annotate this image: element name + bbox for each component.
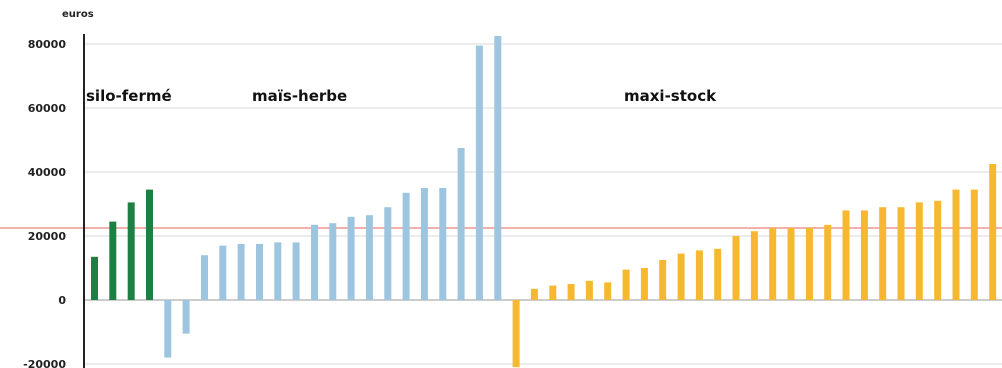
group-label: maxi-stock: [624, 87, 717, 105]
gridlines: [84, 43, 1002, 365]
bar-maxi-stock: [934, 200, 942, 300]
bar-silo-fermé: [146, 189, 153, 300]
bar-maxi-stock: [769, 228, 777, 300]
bar-maxi-stock: [549, 285, 557, 300]
bar-maxi-stock: [897, 207, 905, 300]
bar-maïs-herbe: [439, 188, 447, 300]
bar-maïs-herbe: [219, 245, 227, 300]
bar-maïs-herbe: [494, 36, 502, 300]
bar-maïs-herbe: [237, 244, 245, 300]
bar-maxi-stock: [750, 231, 758, 300]
bar-maïs-herbe: [420, 188, 428, 300]
bar-maxi-stock: [970, 189, 978, 300]
bars: [91, 36, 997, 368]
bar-maxi-stock: [512, 300, 520, 368]
bar-maïs-herbe: [256, 244, 263, 300]
bar-maxi-stock: [860, 210, 868, 300]
y-tick-label: 0: [58, 294, 66, 307]
bar-maïs-herbe: [329, 223, 337, 300]
bar-maxi-stock: [622, 269, 630, 300]
labels: euros silo-fermé maïs-herbe maxi-stock: [62, 9, 717, 105]
bar-maxi-stock: [585, 280, 593, 300]
bar-maxi-stock: [530, 288, 538, 300]
bar-maïs-herbe: [347, 216, 355, 300]
bar-maxi-stock: [677, 253, 685, 300]
y-tick-label: 40000: [28, 166, 67, 179]
y-tick-label: 80000: [28, 38, 67, 51]
bar-maxi-stock: [915, 202, 923, 300]
y-tick-label: -20000: [23, 358, 66, 368]
bar-maïs-herbe: [402, 192, 410, 300]
bar-maxi-stock: [989, 164, 997, 300]
bar-maxi-stock: [659, 260, 667, 300]
bar-maxi-stock: [604, 282, 612, 300]
y-axis-unit-label: euros: [62, 9, 94, 20]
y-axis: -20000 0 20000 40000 60000 80000: [23, 34, 85, 368]
group-label: silo-fermé: [86, 87, 172, 105]
bar-silo-fermé: [127, 202, 135, 300]
y-tick-label: 60000: [28, 102, 67, 115]
bar-silo-fermé: [109, 221, 117, 300]
group-label: maïs-herbe: [252, 87, 347, 105]
bar-maïs-herbe: [384, 207, 392, 300]
bar-maïs-herbe: [164, 300, 172, 358]
bar-maïs-herbe: [311, 224, 318, 300]
bar-maïs-herbe: [201, 255, 208, 300]
bar-maxi-stock: [805, 228, 813, 300]
bar-silo-fermé: [91, 256, 98, 300]
bar-maxi-stock: [824, 224, 832, 300]
bar-maxi-stock: [567, 284, 575, 300]
bar-maxi-stock: [952, 189, 960, 300]
bar-maxi-stock: [879, 207, 887, 300]
bar-maïs-herbe: [475, 45, 483, 300]
bar-maxi-stock: [714, 248, 722, 300]
bar-maxi-stock: [787, 228, 795, 300]
y-tick-label: 20000: [28, 230, 67, 243]
bar-maxi-stock: [695, 250, 703, 300]
bar-maïs-herbe: [365, 215, 373, 300]
bar-maxi-stock: [640, 268, 648, 300]
bar-maïs-herbe: [274, 242, 282, 300]
bar-maïs-herbe: [292, 242, 300, 300]
bar-maïs-herbe: [457, 148, 465, 300]
bar-maxi-stock: [842, 210, 850, 300]
bar-maïs-herbe: [182, 300, 190, 334]
bar-maxi-stock: [732, 236, 740, 300]
